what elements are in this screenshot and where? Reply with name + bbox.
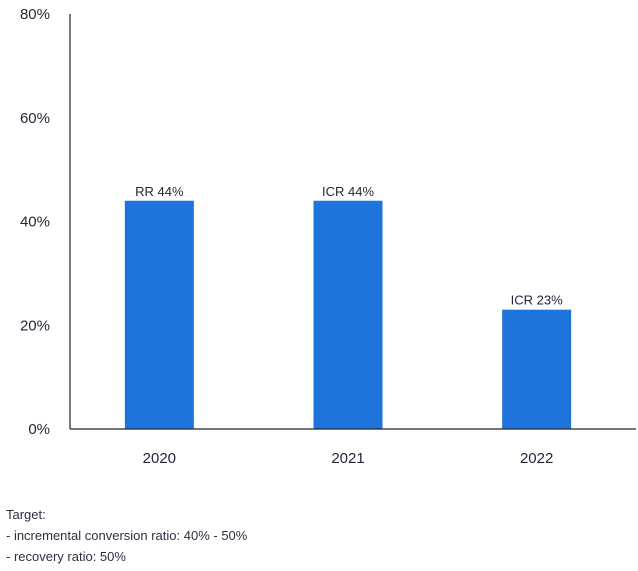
- data-label-2020: RR 44%: [135, 184, 184, 199]
- bar-2020: [124, 200, 194, 429]
- x-tick-label-2021: 2021: [331, 450, 364, 467]
- y-axis-ticks: 0% 20% 40% 60% 80%: [20, 6, 50, 438]
- data-label-2021: ICR 44%: [322, 184, 374, 199]
- y-tick-label: 80%: [20, 6, 50, 23]
- y-tick-label: 0%: [28, 421, 50, 438]
- target-notes: Target: - incremental conversion ratio: …: [6, 504, 247, 567]
- y-tick-label: 40%: [20, 214, 50, 231]
- x-axis-ticks: 2020 2021 2022: [143, 450, 554, 467]
- target-line-icr: - incremental conversion ratio: 40% - 50…: [6, 528, 248, 543]
- target-title: Target:: [6, 507, 46, 522]
- x-tick-label-2022: 2022: [520, 450, 553, 467]
- bar-2022: [502, 309, 572, 429]
- x-tick-label-2020: 2020: [143, 450, 176, 467]
- bar-chart: RR 44% ICR 44% ICR 23% 0% 20% 40% 60% 80% 2020…: [20, 6, 636, 467]
- data-label-2022: ICR 23%: [511, 293, 563, 308]
- bar-2021: [313, 200, 383, 429]
- target-line-rr: - recovery ratio: 50%: [6, 549, 126, 564]
- bars-group: RR 44% ICR 44% ICR 23%: [124, 184, 572, 429]
- y-tick-label: 60%: [20, 110, 50, 127]
- y-tick-label: 20%: [20, 317, 50, 334]
